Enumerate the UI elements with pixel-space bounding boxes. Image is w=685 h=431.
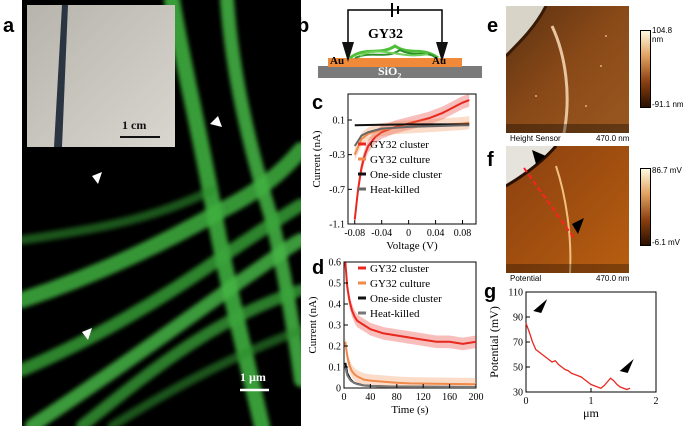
arrowhead-marker <box>82 328 92 340</box>
y-tick-label: 0.6 <box>329 258 342 269</box>
au-electrodes <box>328 58 462 67</box>
legend-label: GY32 culture <box>370 154 430 166</box>
sio2-substrate <box>318 66 482 78</box>
panel-letter-d: d <box>312 257 325 279</box>
afm-potential-image <box>506 146 629 273</box>
y-tick-label: 70 <box>513 338 523 349</box>
afm-height-image <box>506 6 629 133</box>
x-tick-label: 200 <box>469 392 484 403</box>
arrowhead-marker <box>533 299 548 313</box>
probe-left <box>342 42 354 62</box>
fluorescence-image: 1 cm 1 µm <box>14 0 309 431</box>
label-gy32: GY32 <box>368 27 403 42</box>
x-tick-label: 0.08 <box>454 228 472 239</box>
x-tick-label: -0.04 <box>371 228 392 239</box>
y-axis-label: Potential (mV) <box>488 306 501 378</box>
series-line <box>525 323 631 391</box>
legend-label: GY32 cluster <box>370 263 429 275</box>
y-axis-label: Current (nA) <box>307 296 319 353</box>
y-tick-label: 30 <box>513 388 523 399</box>
legend-label: Heat-killed <box>370 308 420 320</box>
series-band <box>345 262 476 351</box>
height-colorbar <box>640 30 651 108</box>
x-tick-label: 80 <box>392 392 402 403</box>
probe-right <box>436 42 448 62</box>
afm-height-scan-size: 470.0 nm <box>596 134 630 143</box>
y-tick-label: 0.2 <box>329 342 342 353</box>
x-tick-label: 1 <box>589 396 594 407</box>
y-tick-label: 50 <box>513 363 523 374</box>
y-tick-label: 110 <box>508 288 523 299</box>
x-tick-label: 0.04 <box>427 228 445 239</box>
y-tick-label: 0 <box>336 384 341 395</box>
panel-letter-g: g <box>484 281 497 303</box>
series-line <box>344 341 477 386</box>
main-scale-label: 1 µm <box>240 370 266 384</box>
y-tick-label: 0.3 <box>329 321 342 332</box>
arrowhead-marker <box>210 116 222 127</box>
y-tick-label: 0.1 <box>333 116 346 127</box>
potential-colorbar-max: 86.7 mV <box>652 166 682 175</box>
iv-chart: -0.08 -0.04 0 0.04 0.08 -1.1 -0.7 -0.3 0.1 Voltag… <box>311 93 477 252</box>
potential-colorbar <box>640 168 651 246</box>
x-tick-label: 2 <box>654 396 659 407</box>
fluorescence-fibers <box>14 0 309 431</box>
label-au-right: Au <box>432 55 447 67</box>
panel-letter-c: c <box>312 92 324 114</box>
label-sio2: SiO2 <box>378 64 402 81</box>
series-band <box>354 116 470 162</box>
series-line <box>353 124 470 147</box>
series-band <box>354 94 470 224</box>
y-axis-label: Current (nA) <box>311 130 323 187</box>
x-tick-label: 0 <box>342 392 347 403</box>
legend-label: One-side cluster <box>370 293 442 305</box>
series-line <box>344 261 477 345</box>
arrowhead-marker <box>532 150 546 164</box>
series-band <box>345 335 476 388</box>
arrowhead-marker <box>92 172 102 184</box>
y-tick-label: -0.7 <box>329 185 345 196</box>
legend-label: One-side cluster <box>370 169 442 181</box>
legend-label: Heat-killed <box>370 184 420 196</box>
afm-potential-caption: Potential <box>510 274 542 283</box>
legend-label: GY32 culture <box>370 278 430 290</box>
height-colorbar-min: -91.1 nm <box>652 100 684 109</box>
x-axis-label: μm <box>583 406 599 420</box>
height-colorbar-max: 104.8 nm <box>652 26 673 44</box>
x-axis-label: Time (s) <box>391 404 429 416</box>
y-tick-label: 0.4 <box>329 300 342 311</box>
y-tick-label: 0.5 <box>329 279 342 290</box>
x-tick-label: 160 <box>442 392 457 403</box>
device-schematic <box>318 3 482 78</box>
potential-colorbar-min: -6.1 mV <box>652 238 681 247</box>
panel-letter-a: a <box>3 15 15 37</box>
y-tick-label: 90 <box>513 313 523 324</box>
y-tick-label: -0.3 <box>329 150 345 161</box>
arrowhead-marker <box>619 359 634 373</box>
panel-letter-b: b <box>297 15 310 37</box>
potential-profile-chart: 0 1 2 30 50 70 90 110 μm Potential (mV) <box>488 288 659 421</box>
y-tick-label: 0.1 <box>329 363 342 374</box>
x-tick-label: 40 <box>365 392 375 403</box>
plot-frame <box>347 93 477 225</box>
afm-potential-scan-size: 470.0 nm <box>596 274 630 283</box>
panel-letter-f: f <box>487 149 494 171</box>
x-tick-label: -0.08 <box>344 228 365 239</box>
x-tick-label: 0 <box>524 396 529 407</box>
x-tick-label: 120 <box>416 392 431 403</box>
current-time-chart: 0 40 80 120 160 200 0 0.1 0.2 0.3 0.4 0.5 0.6 Time (s… <box>307 258 484 417</box>
y-tick-label: -1.1 <box>329 220 345 231</box>
legend-label: GY32 cluster <box>370 139 429 151</box>
plot-frame <box>525 291 657 393</box>
x-tick-label: 0 <box>406 228 411 239</box>
x-axis-label: Voltage (V) <box>386 240 438 252</box>
afm-height-caption: Height Sensor <box>510 134 561 143</box>
inset-scale-label: 1 cm <box>122 118 147 132</box>
panel-letter-e: e <box>487 15 499 37</box>
arrowhead-marker <box>572 218 584 234</box>
electrode-rod <box>54 5 68 147</box>
label-au-left: Au <box>330 55 345 67</box>
